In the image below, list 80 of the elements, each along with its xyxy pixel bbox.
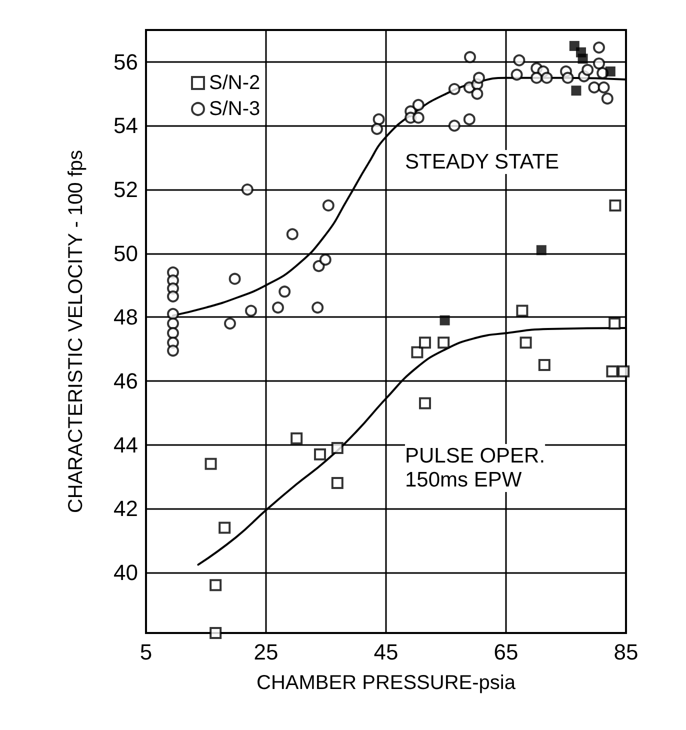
point — [167, 318, 179, 330]
point — [319, 254, 332, 266]
point — [314, 448, 326, 460]
y-tick-label: 56 — [114, 49, 138, 74]
point — [473, 72, 485, 84]
y-axis-title: CHARACTERISTIC VELOCITY - 100 fps — [65, 150, 87, 514]
point — [312, 302, 324, 314]
point — [463, 113, 476, 126]
point — [167, 344, 179, 357]
point — [322, 199, 334, 212]
point — [516, 304, 528, 317]
point — [412, 98, 424, 111]
x-axis-title: CHAMBER PRESSURE-psia — [256, 672, 516, 694]
point — [331, 477, 344, 490]
point — [464, 51, 476, 64]
point — [582, 64, 594, 76]
point — [372, 113, 385, 126]
point — [440, 315, 450, 326]
point — [371, 122, 383, 135]
point — [419, 397, 431, 410]
point — [218, 522, 231, 534]
point — [588, 81, 600, 94]
point — [618, 365, 630, 378]
annotation: PULSE OPER. 150ms EPW — [405, 444, 546, 492]
point — [609, 199, 622, 212]
point — [411, 346, 424, 358]
point — [520, 336, 532, 349]
point — [204, 458, 217, 470]
y-tick-label: 50 — [114, 240, 138, 266]
point — [593, 58, 605, 70]
point — [210, 627, 222, 639]
legend-label: S/N-3 — [209, 98, 260, 120]
y-tick-label: 40 — [114, 560, 138, 585]
point — [278, 286, 291, 298]
point — [167, 327, 179, 340]
point — [286, 228, 298, 240]
y-tick-label: 44 — [114, 432, 138, 458]
point — [571, 86, 582, 96]
point — [448, 83, 460, 96]
point — [513, 54, 526, 66]
point — [210, 579, 222, 592]
x-tick-label: 45 — [374, 640, 398, 664]
point — [167, 308, 179, 320]
point — [606, 365, 618, 378]
point — [245, 304, 257, 317]
legend-label: S/N-2 — [209, 72, 260, 94]
point — [331, 442, 344, 454]
point — [540, 72, 553, 84]
point — [228, 272, 241, 285]
y-tick-label: 48 — [114, 304, 138, 330]
point — [598, 81, 610, 94]
point — [471, 88, 484, 100]
point — [601, 92, 614, 105]
x-tick-label: 25 — [254, 640, 278, 664]
annotation: STEADY STATE — [405, 150, 560, 174]
x-tick-label: 65 — [494, 640, 518, 664]
y-tick-label: 46 — [114, 368, 138, 394]
point — [272, 302, 284, 314]
point — [536, 245, 546, 256]
point — [290, 432, 303, 444]
x-tick-label: 85 — [614, 640, 638, 664]
point — [562, 72, 574, 84]
point — [578, 54, 588, 64]
point — [538, 359, 550, 371]
point — [224, 318, 236, 330]
point — [608, 318, 621, 330]
point — [605, 66, 616, 76]
point — [593, 42, 605, 54]
point — [419, 336, 431, 349]
point — [412, 112, 424, 124]
x-tick-label: 5 — [140, 640, 152, 664]
y-tick-label: 54 — [114, 113, 138, 138]
point — [448, 120, 460, 132]
point — [438, 336, 450, 349]
y-tick-label: 52 — [114, 177, 138, 202]
point — [241, 184, 254, 196]
point — [167, 290, 179, 302]
y-tick-label: 42 — [114, 496, 138, 522]
point — [530, 72, 543, 84]
point — [510, 68, 523, 81]
